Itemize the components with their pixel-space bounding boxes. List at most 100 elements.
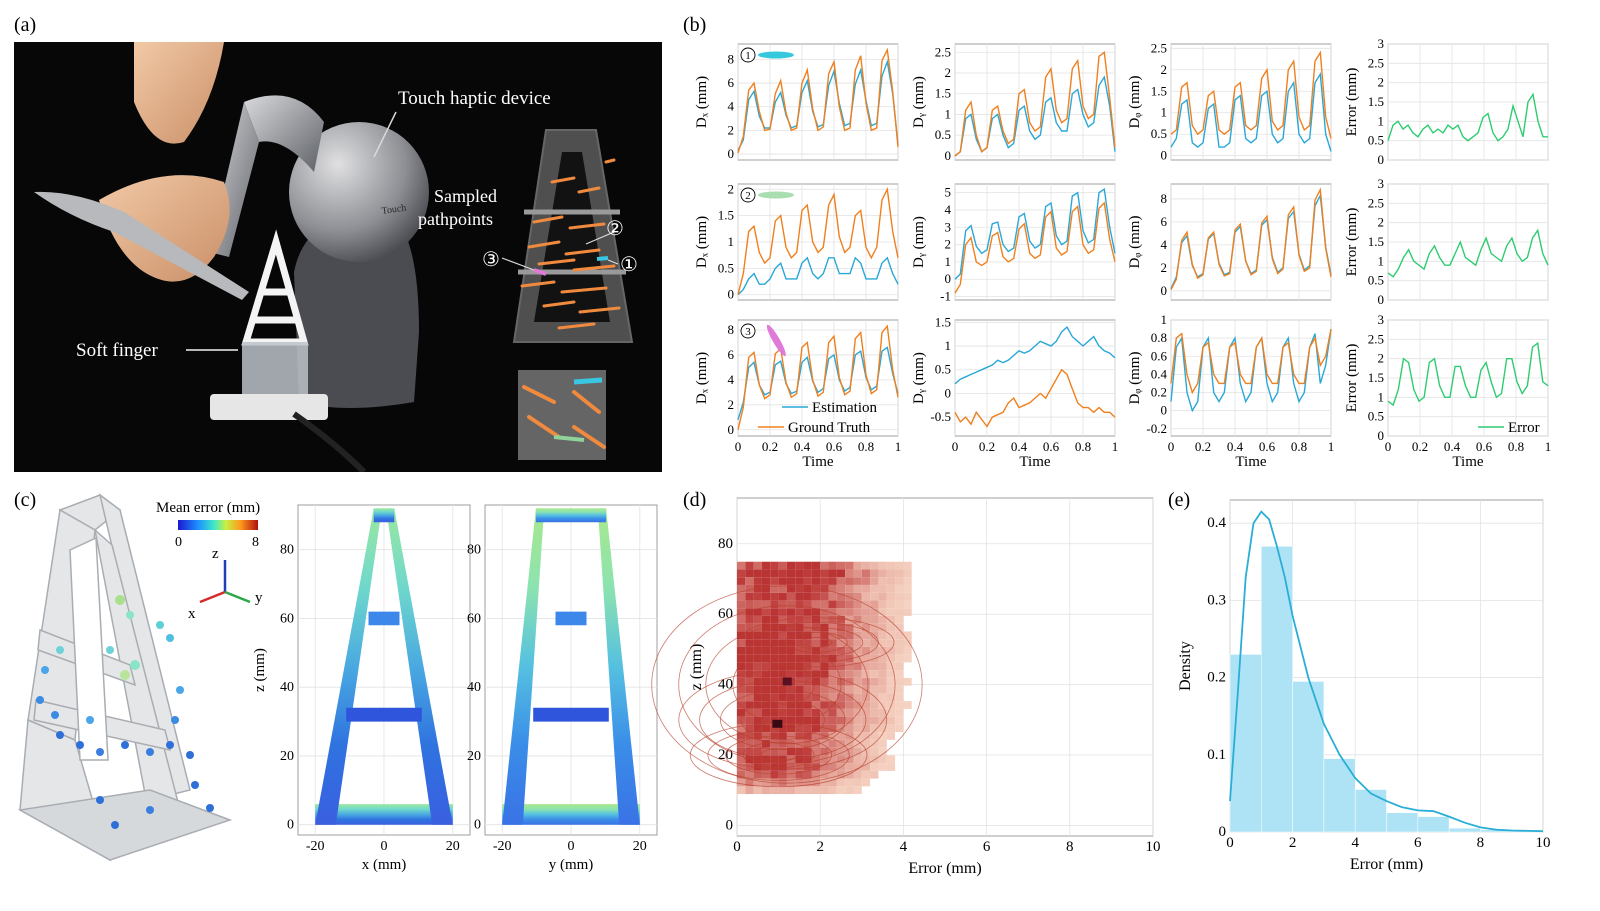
density-cell bbox=[778, 584, 787, 593]
y-tick-label: 0.8 bbox=[1151, 330, 1167, 345]
density-cell bbox=[778, 677, 787, 686]
density-cell bbox=[795, 716, 804, 725]
density-cell bbox=[786, 685, 796, 694]
density-cell bbox=[828, 577, 837, 585]
density-cell bbox=[795, 708, 804, 717]
density-cell bbox=[828, 561, 837, 570]
density-cell bbox=[820, 569, 829, 578]
density-cell bbox=[870, 716, 879, 725]
density-cell bbox=[828, 739, 837, 748]
row-marker-label: 2 bbox=[745, 190, 751, 202]
density-cell bbox=[778, 763, 787, 771]
density-cell bbox=[811, 670, 821, 678]
histogram-bar bbox=[1417, 816, 1450, 833]
x-tick-label: 0.6 bbox=[1259, 439, 1276, 454]
density-cell bbox=[737, 584, 746, 593]
density-cell bbox=[811, 592, 821, 601]
plot-frame bbox=[954, 183, 1116, 301]
density-cell bbox=[770, 677, 779, 686]
series-line-estimation bbox=[954, 325, 1116, 385]
density-cell bbox=[778, 608, 787, 616]
x-tick-label: 0.4 bbox=[1444, 439, 1461, 454]
density-cell bbox=[886, 569, 896, 578]
density-cell bbox=[845, 685, 854, 694]
density-cell bbox=[845, 716, 854, 725]
density-cell bbox=[870, 708, 879, 717]
panel-label-a: (a) bbox=[14, 14, 37, 36]
density-cell bbox=[828, 592, 837, 601]
density-cell bbox=[786, 732, 796, 740]
density-cell bbox=[853, 662, 862, 671]
row-marker-label: 1 bbox=[745, 50, 751, 62]
density-cell bbox=[853, 732, 862, 740]
y-tick-label: 0.5 bbox=[1368, 409, 1384, 424]
y-tick-label: 2.5 bbox=[1368, 195, 1384, 210]
density-cell bbox=[778, 623, 787, 632]
y-tick-label: 0 bbox=[945, 271, 952, 286]
plot-group: 0 2 4 6 8 Dᵩ (mm) bbox=[1127, 183, 1332, 301]
density-cell bbox=[853, 708, 862, 717]
density-cell bbox=[803, 662, 812, 671]
x-tick-label: 10 bbox=[1146, 839, 1161, 855]
density-cell bbox=[770, 577, 779, 585]
density-cell bbox=[895, 577, 904, 585]
marker-1-label: ① bbox=[620, 254, 638, 276]
density-cell bbox=[845, 755, 854, 764]
density-cell bbox=[836, 786, 846, 795]
kde-contour bbox=[800, 637, 833, 648]
kde-contour bbox=[732, 644, 842, 725]
density-cell bbox=[811, 569, 821, 578]
y-tick-label: 8 bbox=[1161, 191, 1168, 206]
kde-contour bbox=[784, 632, 848, 653]
density-cell bbox=[861, 747, 871, 756]
plot-group: 0 0.5 1 1.5 2 2.5 Dᵧ (mm) bbox=[911, 43, 1116, 163]
density-cell bbox=[786, 693, 796, 702]
density-cell bbox=[778, 561, 787, 570]
density-cell bbox=[861, 677, 871, 686]
density-cell bbox=[895, 569, 904, 578]
density-cell bbox=[811, 770, 821, 779]
y-tick-label: 2 bbox=[1161, 62, 1168, 77]
y-axis-label: Dᵧ (mm) bbox=[911, 352, 927, 404]
density-cell bbox=[745, 639, 754, 647]
series-line-estimation bbox=[1170, 71, 1332, 152]
density-cell bbox=[761, 770, 771, 779]
y-tick-label: 3 bbox=[1378, 176, 1385, 191]
density-cell bbox=[828, 623, 837, 632]
map-left-leg bbox=[315, 508, 382, 825]
y-tick-label: 8 bbox=[728, 51, 735, 66]
density-cell bbox=[803, 631, 812, 640]
touch-logo: Touch bbox=[381, 203, 407, 217]
series-line-ground-truth bbox=[954, 368, 1116, 428]
density-cell bbox=[861, 608, 871, 616]
density-cell bbox=[811, 716, 821, 725]
density-cell bbox=[886, 577, 896, 585]
density-cell bbox=[870, 685, 879, 694]
plot-group: 0 0.5 1 1.5 2 2.5 Dᵩ (mm) bbox=[1127, 40, 1332, 163]
density-cell bbox=[836, 747, 846, 756]
density-cell bbox=[770, 724, 779, 733]
plot-frame bbox=[1170, 43, 1332, 161]
density-cell bbox=[795, 739, 804, 748]
density-cell bbox=[895, 693, 904, 702]
density-cell bbox=[845, 778, 854, 787]
density-cell bbox=[753, 763, 762, 771]
density-cell bbox=[803, 600, 812, 609]
density-cell bbox=[737, 561, 746, 570]
x-tick-label: 0.2 bbox=[1195, 439, 1211, 454]
density-cell bbox=[836, 662, 846, 671]
density-cell bbox=[761, 739, 771, 748]
density-cell bbox=[845, 569, 854, 578]
kde-contour bbox=[678, 605, 896, 764]
y-tick-label: 8 bbox=[728, 322, 735, 337]
y-tick-label: 2 bbox=[945, 237, 952, 252]
density-cell bbox=[861, 623, 871, 632]
series-line-estimation bbox=[737, 256, 899, 296]
y-tick-label: 0 bbox=[728, 287, 735, 302]
density-cell bbox=[870, 615, 879, 624]
density-cell bbox=[745, 670, 754, 678]
density-cell bbox=[845, 654, 854, 663]
density-cell bbox=[737, 770, 746, 779]
density-cell bbox=[803, 739, 812, 748]
